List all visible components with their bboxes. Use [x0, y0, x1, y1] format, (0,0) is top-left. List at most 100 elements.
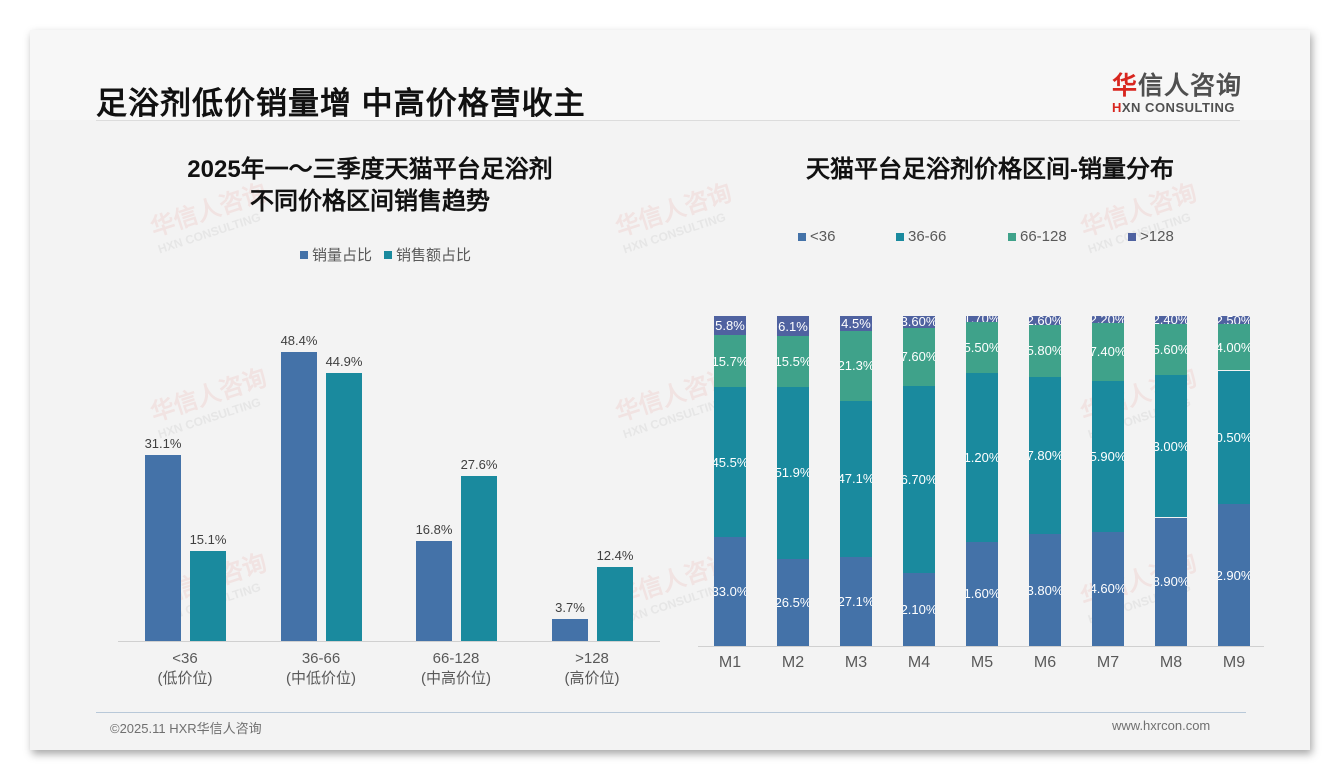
stack-segment: 33.0% [714, 537, 746, 646]
stack-segment: 2.40% [1155, 316, 1187, 324]
title-divider [96, 120, 1240, 121]
stack-segment: 2.20% [1092, 316, 1124, 324]
bar-revenue [190, 550, 226, 641]
x-axis-label: M2 [781, 654, 805, 671]
x-axis-label: 66-128 (中高价位) [421, 650, 491, 687]
bar-value-label: 15.1% [189, 531, 227, 547]
logo-cn-text: 信人咨询 [1138, 72, 1243, 100]
x-axis-label: M7 [1096, 654, 1120, 671]
legend-swatch-revenue [384, 250, 393, 259]
stack-segment: 1.20% [966, 372, 998, 542]
stack-segment: 7.60% [903, 327, 935, 386]
stack-segment: 2.90% [1218, 504, 1250, 646]
bar-volume [416, 540, 452, 641]
stack-segment: 2.60% [1029, 316, 1061, 325]
bar-value-label: 48.4% [280, 333, 318, 348]
x-axis-label: 36-66 (中低价位) [286, 650, 356, 687]
bar-value-label: 31.1% [144, 436, 182, 452]
x-axis-label: M3 [844, 654, 868, 671]
legend-swatch [896, 232, 904, 241]
legend-item-revenue: 销售额占比 [384, 244, 471, 265]
legend-label: 36-66 [908, 228, 947, 245]
stack-segment: 2.50% [1218, 316, 1250, 325]
right-chart-x-axis [698, 646, 1264, 647]
brand-logo: 华信人咨询 HXN CONSULTING [1112, 66, 1242, 115]
right-chart-title: 天猫平台足浴剂价格区间-销量分布 [806, 156, 1174, 183]
bar-volume [281, 352, 317, 641]
stack-segment: 21.3% [840, 330, 872, 402]
legend-label: <36 [810, 228, 836, 245]
x-axis-label: M9 [1222, 654, 1246, 671]
legend-swatch-volume [300, 250, 308, 259]
footer-website: www.hxrcon.com [1112, 718, 1211, 733]
header-band [30, 30, 1310, 120]
bar-volume [552, 618, 588, 641]
left-chart-legend: 销量占比 销售额占比 [300, 244, 471, 265]
stack-segment: 7.40% [1092, 323, 1124, 381]
legend-item-36-66: 36-66 [896, 228, 1008, 245]
x-axis-label: M5 [970, 654, 994, 671]
legend-item-66-128: 66-128 [1008, 228, 1128, 245]
logo-cn-red: 华 [1112, 72, 1139, 100]
legend-label: 销量占比 [312, 247, 373, 264]
stack-segment: 15.7% [714, 335, 746, 387]
bar-revenue [461, 476, 497, 641]
stack-segment: 5.90% [1092, 380, 1124, 532]
footer-divider [96, 712, 1246, 713]
stack-segment: 8.90% [1155, 517, 1187, 646]
right-chart-legend: <36 36-66 66-128 >128 [798, 228, 1174, 245]
x-axis-label: M1 [718, 654, 742, 671]
stack-segment: 3.60% [903, 316, 935, 328]
stack-segment: 5.8% [714, 316, 746, 336]
left-chart-title: 2025年一～三季度天猫平台足浴剂 不同价格区间销售趋势 [130, 154, 610, 218]
x-axis-label: M8 [1159, 654, 1183, 671]
stack-segment: 6.1% [777, 316, 809, 337]
x-axis-label: M4 [907, 654, 931, 671]
stack-segment: 26.5% [777, 558, 809, 646]
left-chart-x-axis [118, 641, 660, 642]
legend-item-gt128: >128 [1128, 228, 1174, 245]
legend-label: 销售额占比 [396, 247, 472, 264]
legend-item-volume: 销量占比 [300, 244, 372, 265]
stack-segment: 3.00% [1155, 375, 1187, 518]
stack-segment: 3.80% [1029, 534, 1061, 646]
stack-segment: 27.1% [840, 556, 872, 646]
bar-revenue [326, 372, 362, 641]
stack-segment: 7.80% [1029, 376, 1061, 535]
stack-segment: 5.60% [1155, 323, 1187, 376]
stack-segment: 5.50% [966, 321, 998, 373]
bar-value-label: 12.4% [596, 547, 634, 563]
legend-swatch [1128, 232, 1136, 241]
stack-segment: 4.00% [1218, 324, 1250, 371]
bar-value-label: 44.9% [325, 353, 363, 369]
stack-segment: 4.5% [840, 316, 872, 331]
legend-label: 66-128 [1020, 228, 1067, 245]
x-axis-label: <36 (低价位) [157, 650, 213, 687]
stack-segment: 15.5% [777, 336, 809, 388]
left-chart-title-line2: 不同价格区间销售趋势 [250, 188, 490, 215]
legend-swatch [1008, 232, 1016, 241]
logo-en-text: XN CONSULTING [1121, 100, 1236, 115]
bar-value-label: 27.6% [460, 457, 498, 473]
legend-item-lt36: <36 [798, 228, 896, 245]
stack-segment: 1.70% [966, 316, 998, 322]
x-axis-label: >128 (高价位) [564, 650, 620, 687]
stack-segment: 1.60% [966, 541, 998, 646]
logo-en-red: H [1112, 100, 1122, 115]
stack-segment: 2.10% [903, 573, 935, 646]
bar-revenue [597, 566, 633, 641]
bar-value-label: 16.8% [415, 521, 453, 537]
legend-swatch [798, 232, 806, 241]
stack-segment: 45.5% [714, 386, 746, 538]
page-title: 足浴剂低价销量增 中高价格营收主 [96, 86, 586, 121]
stack-segment: 0.50% [1218, 370, 1250, 505]
footer-copyright: ©2025.11 HXR华信人咨询 [110, 721, 262, 736]
stack-segment: 5.80% [1029, 324, 1061, 377]
stack-segment: 51.9% [777, 387, 809, 559]
legend-label: >128 [1140, 228, 1174, 245]
bar-value-label: 3.7% [555, 599, 585, 615]
x-axis-label: M6 [1033, 654, 1057, 671]
stack-segment: 47.1% [840, 401, 872, 557]
